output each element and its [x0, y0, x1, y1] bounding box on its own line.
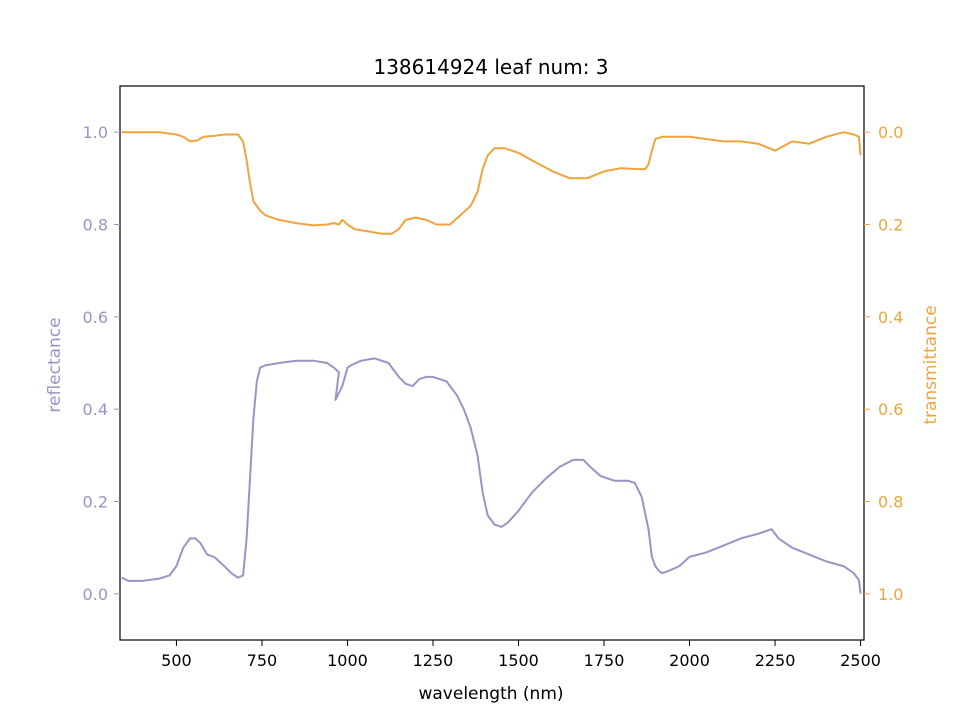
right-y-tick-label: 0.0 [878, 123, 903, 142]
x-tick-label: 1250 [413, 651, 454, 670]
left-y-axis: 0.0 0.2 0.4 0.6 0.8 1.0 [83, 123, 120, 604]
left-y-tick-label: 1.0 [83, 123, 108, 142]
chart-title: 138614924 leaf num: 3 [373, 55, 608, 79]
right-y-tick-label: 0.8 [878, 493, 903, 512]
right-y-tick-label: 1.0 [878, 585, 903, 604]
series-layer [121, 131, 862, 594]
reflectance-line [121, 357, 862, 594]
right-y-axis: 0.0 0.2 0.4 0.6 0.8 1.0 [864, 123, 903, 604]
x-tick-label: 500 [161, 651, 192, 670]
plot-area [119, 85, 865, 641]
x-tick-label: 2250 [755, 651, 796, 670]
left-y-tick-label: 0.2 [83, 493, 108, 512]
right-y-axis-title: transmittance [921, 305, 941, 424]
x-tick-label: 1750 [584, 651, 625, 670]
right-y-tick-label: 0.2 [878, 216, 903, 235]
transmittance-line [121, 131, 862, 235]
x-tick-label: 1500 [498, 651, 539, 670]
x-tick-label: 2000 [669, 651, 710, 670]
left-y-tick-label: 0.4 [83, 400, 108, 419]
x-axis-title: wavelength (nm) [418, 684, 563, 704]
x-axis: 500 750 1000 1250 1500 1750 2000 2250 2500 [161, 640, 881, 670]
x-tick-label: 750 [247, 651, 278, 670]
x-tick-label: 1000 [327, 651, 368, 670]
right-y-tick-label: 0.4 [878, 308, 903, 327]
x-tick-label: 2500 [840, 651, 881, 670]
left-y-tick-label: 0.8 [83, 216, 108, 235]
left-y-tick-label: 0.6 [83, 308, 108, 327]
right-y-tick-label: 0.6 [878, 400, 903, 419]
left-y-tick-label: 0.0 [83, 585, 108, 604]
left-y-axis-title: reflectance [45, 317, 65, 412]
